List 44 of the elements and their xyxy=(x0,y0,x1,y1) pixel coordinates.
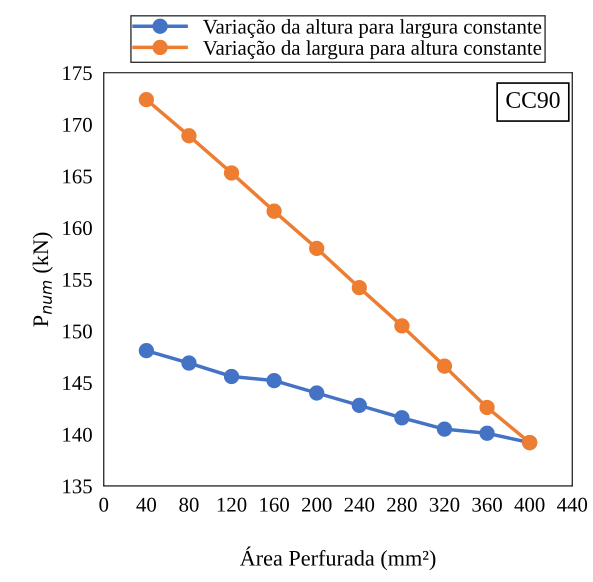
x-tick-label: 160 xyxy=(260,498,289,512)
point xyxy=(436,358,452,374)
point xyxy=(266,372,282,388)
y-axis-title: P$_{num}$ (kN) xyxy=(32,232,53,327)
y-tick-label: 160 xyxy=(63,221,92,236)
point xyxy=(479,426,495,441)
point xyxy=(181,128,197,144)
y-tick-label: 175 xyxy=(63,66,92,80)
point xyxy=(479,400,495,416)
y-tick-label: 135 xyxy=(63,479,92,494)
x-tick-label: 80 xyxy=(179,498,199,512)
point xyxy=(309,240,324,256)
point xyxy=(224,165,240,181)
legend-label: Variação da altura para largura constante xyxy=(203,19,542,38)
point xyxy=(181,355,197,371)
y-tick-label: 165 xyxy=(63,169,92,184)
x-tick-label: 320 xyxy=(430,498,460,512)
point xyxy=(394,318,410,334)
x-axis-title: Área Perfurada (mm²) xyxy=(240,546,436,570)
point xyxy=(138,343,154,358)
x-tick-label: 280 xyxy=(387,498,417,512)
y-tick-label: 170 xyxy=(63,118,92,132)
point xyxy=(309,385,324,401)
x-tick-label: 0 xyxy=(99,498,108,512)
x-tick-label: 240 xyxy=(344,498,374,512)
x-tick-label: 440 xyxy=(557,498,588,512)
point xyxy=(352,398,367,414)
y-tick-label: 155 xyxy=(63,272,92,287)
legend-label: Variação da largura para altura constante xyxy=(203,40,542,60)
point xyxy=(266,204,282,219)
x-tick-label: 400 xyxy=(514,498,544,512)
x-tick-label: 200 xyxy=(302,498,332,512)
x-tick-label: 120 xyxy=(218,498,246,512)
y-tick-label: 145 xyxy=(63,376,92,390)
annotation: CC90 xyxy=(506,92,560,108)
point xyxy=(352,280,367,296)
y-tick-label: 140 xyxy=(63,428,92,442)
point xyxy=(224,368,240,384)
point xyxy=(394,410,410,426)
x-tick-label: 360 xyxy=(472,498,502,512)
x-tick-label: 40 xyxy=(136,498,156,512)
y-tick-label: 150 xyxy=(63,324,92,338)
point xyxy=(138,92,154,108)
point xyxy=(436,422,452,437)
